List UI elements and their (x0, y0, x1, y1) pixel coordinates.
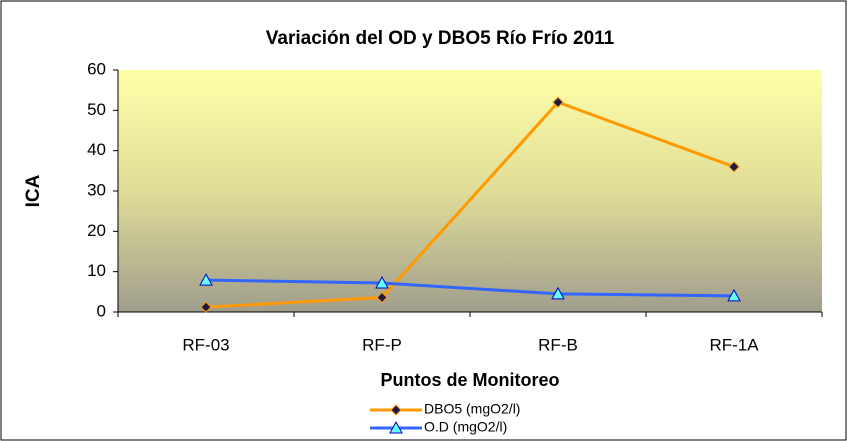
chart-title: Variación del OD y DBO5 Río Frío 2011 (266, 28, 615, 49)
x-tick-label: RF-1A (709, 335, 759, 354)
series-line (205, 100, 735, 309)
legend-label: O.D (mgO2/l) (424, 419, 507, 435)
plot-area (118, 70, 822, 312)
point (376, 291, 388, 304)
y-tick-label: 40 (87, 140, 106, 159)
y-tick-label: 60 (87, 59, 106, 78)
point (552, 96, 564, 108)
y-tick-label: 50 (87, 100, 106, 119)
y-tick-label: 0 (97, 301, 106, 320)
y-tick-label: 30 (87, 180, 106, 199)
legend-label: DBO5 (mgO2/l) (424, 401, 520, 417)
point (375, 275, 389, 289)
legend-marker (390, 404, 402, 416)
x-tick-label: RF-B (538, 335, 578, 354)
point (728, 161, 740, 173)
y-tick-label: 20 (87, 221, 106, 240)
point (551, 286, 565, 300)
point (199, 273, 213, 286)
x-tick-label: RF-P (362, 335, 402, 354)
series-line (205, 278, 735, 298)
y-tick-label: 10 (87, 261, 106, 280)
point (727, 288, 741, 302)
x-axis-label: Puntos de Monitoreo (381, 370, 560, 390)
y-axis-label: ICA (23, 174, 44, 207)
legend-marker (389, 420, 403, 434)
point (200, 301, 212, 313)
x-tick-label: RF-03 (182, 335, 229, 354)
